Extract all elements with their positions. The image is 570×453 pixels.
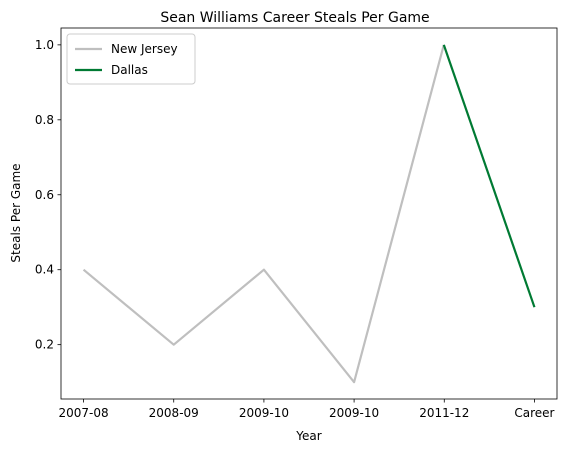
y-axis-label: Steals Per Game bbox=[9, 163, 23, 262]
chart-title: Sean Williams Career Steals Per Game bbox=[160, 10, 429, 26]
legend-label: New Jersey bbox=[111, 42, 178, 56]
y-tick-label: 0.2 bbox=[35, 338, 54, 352]
y-tick-label: 1.0 bbox=[35, 38, 54, 52]
x-tick-label: 2007-08 bbox=[58, 406, 108, 420]
series-line-new-jersey bbox=[82, 44, 445, 384]
y-tick-label: 0.4 bbox=[35, 263, 54, 277]
x-tick-label: 2009-10 bbox=[239, 406, 289, 420]
x-tick-label: 2011-12 bbox=[419, 406, 469, 420]
x-tick-label: 2008-09 bbox=[149, 406, 199, 420]
series-lines bbox=[82, 44, 536, 384]
x-axis-label: Year bbox=[295, 429, 321, 443]
x-tick-label: Career bbox=[514, 406, 554, 420]
series-line-dallas bbox=[442, 44, 536, 308]
x-axis: 2007-08 2008-09 2009-10 2009-10 2011-12 Caree… bbox=[58, 399, 555, 420]
plot-area bbox=[60, 27, 558, 400]
y-axis: 0.2 0.4 0.6 0.8 1.0 bbox=[35, 38, 61, 352]
y-tick-label: 0.6 bbox=[35, 188, 54, 202]
legend-box bbox=[66, 33, 196, 85]
legend-label: Dallas bbox=[111, 63, 148, 77]
legend: New Jersey Dallas bbox=[66, 33, 196, 85]
x-tick-label: 2009-10 bbox=[329, 406, 379, 420]
y-tick-label: 0.8 bbox=[35, 113, 54, 127]
